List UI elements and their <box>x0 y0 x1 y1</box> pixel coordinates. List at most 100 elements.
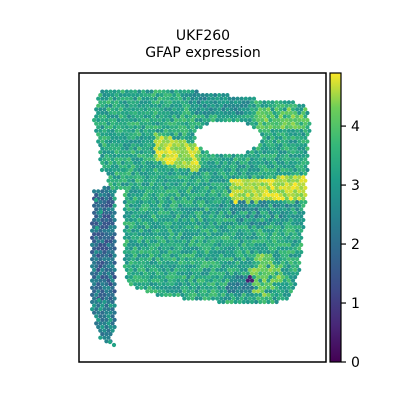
spot <box>239 253 244 258</box>
spot <box>260 167 265 173</box>
spot <box>266 135 271 140</box>
spot <box>217 178 222 183</box>
spot <box>139 114 144 119</box>
spot <box>192 121 197 126</box>
spot <box>241 271 246 276</box>
spot <box>118 100 123 105</box>
spot <box>233 250 238 255</box>
spot <box>264 110 269 116</box>
spot <box>145 239 150 244</box>
spot <box>139 185 144 190</box>
spot <box>122 264 127 269</box>
spot <box>237 264 242 269</box>
spot <box>299 200 304 205</box>
spot <box>172 128 177 133</box>
spot <box>286 257 291 262</box>
spot <box>206 203 211 208</box>
spot <box>272 217 277 223</box>
spot <box>293 132 298 137</box>
spot <box>194 260 199 265</box>
spot <box>167 257 173 262</box>
spot <box>100 303 105 308</box>
spot <box>282 264 287 269</box>
spot <box>178 267 183 272</box>
spot <box>194 267 199 272</box>
spot <box>174 132 179 137</box>
spot <box>147 157 152 162</box>
spot <box>153 146 158 151</box>
spot <box>106 128 111 133</box>
spot <box>208 214 214 219</box>
spot <box>151 107 156 112</box>
spot <box>145 146 150 151</box>
spot <box>223 182 228 187</box>
spot <box>270 278 275 283</box>
spot <box>225 292 230 297</box>
spot <box>241 228 246 233</box>
spot <box>213 264 218 269</box>
spot <box>196 278 201 283</box>
spot <box>301 153 306 158</box>
spot <box>219 225 224 230</box>
spot <box>98 135 103 140</box>
spot <box>272 267 277 272</box>
spot <box>284 275 289 280</box>
spot <box>233 192 238 198</box>
spot <box>155 214 160 219</box>
spot <box>237 271 242 276</box>
spot <box>131 250 136 255</box>
spot <box>112 146 117 151</box>
spot <box>192 221 197 226</box>
spot <box>284 182 289 187</box>
spot <box>114 164 119 169</box>
spot <box>157 196 162 201</box>
spot <box>167 164 173 169</box>
spot <box>208 192 214 198</box>
spot <box>219 110 224 116</box>
spot <box>161 253 166 258</box>
spot <box>118 143 123 148</box>
spot <box>163 100 168 105</box>
spot <box>133 139 138 144</box>
spot <box>122 135 127 140</box>
spot <box>245 242 250 247</box>
spot <box>124 96 129 101</box>
spot <box>190 110 195 116</box>
spot <box>260 125 265 130</box>
spot <box>280 232 285 237</box>
spot <box>104 125 109 130</box>
spot <box>100 110 105 116</box>
spot <box>180 271 185 276</box>
spot <box>106 143 111 148</box>
spot <box>118 121 123 126</box>
spot <box>270 200 275 205</box>
spot <box>237 185 242 190</box>
spot <box>108 225 113 230</box>
spot <box>180 164 185 169</box>
spot <box>143 250 148 255</box>
spot <box>126 207 132 212</box>
spot <box>147 242 152 247</box>
spot <box>188 228 193 233</box>
spot <box>90 250 95 255</box>
spot <box>282 214 287 219</box>
spot <box>274 257 279 262</box>
spot <box>198 125 203 130</box>
spot <box>243 189 248 194</box>
spot <box>231 232 236 237</box>
spot <box>178 203 183 208</box>
spot <box>176 171 181 176</box>
spot <box>217 250 222 255</box>
spot <box>139 271 144 276</box>
spot <box>225 250 230 255</box>
spot <box>286 285 291 290</box>
spot <box>241 257 246 262</box>
spot <box>169 153 175 158</box>
spot <box>254 221 259 226</box>
spot <box>100 146 105 151</box>
spot <box>284 118 289 123</box>
spot <box>122 178 127 183</box>
spot <box>260 253 265 258</box>
spot <box>288 232 293 237</box>
spot <box>126 150 132 155</box>
